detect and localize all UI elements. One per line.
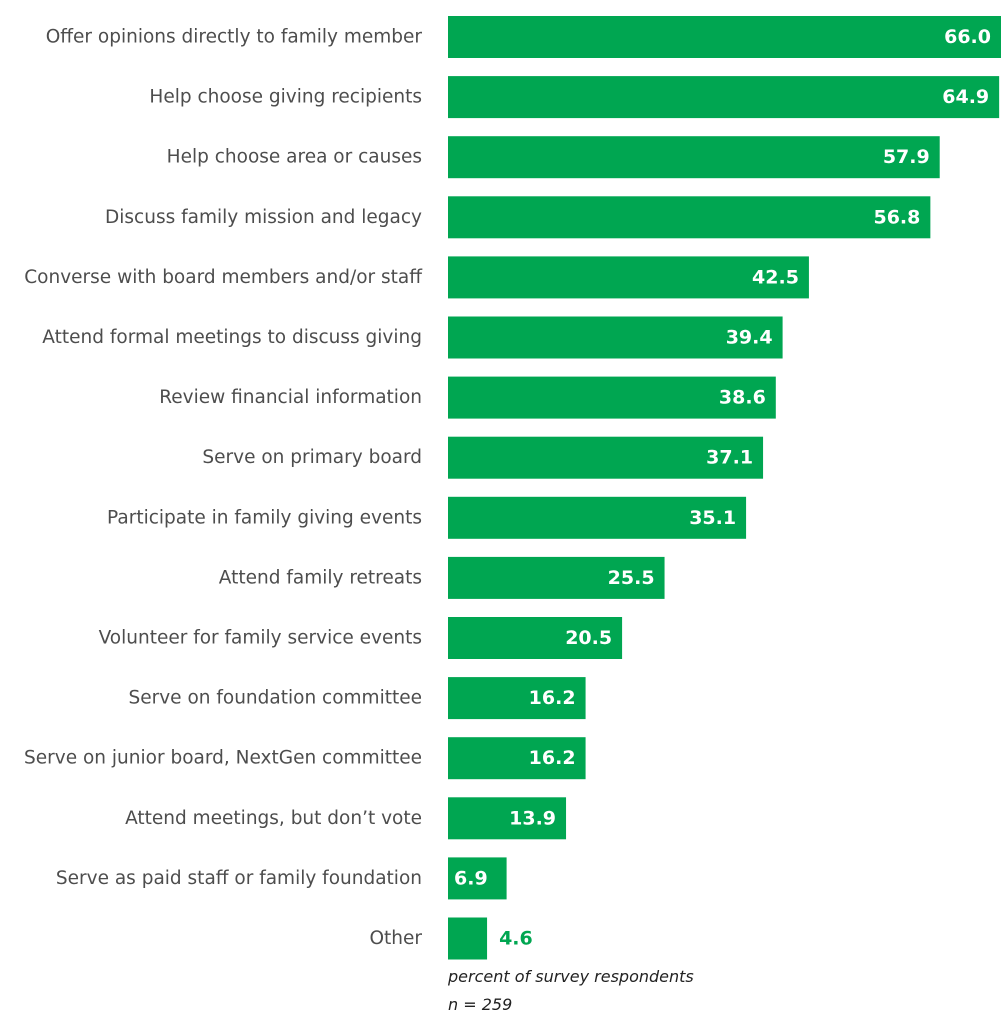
- value-label: 57.9: [883, 146, 930, 168]
- category-label: Other: [369, 928, 422, 949]
- value-label: 16.2: [529, 747, 576, 769]
- category-label: Serve on foundation committee: [129, 688, 423, 709]
- value-label: 42.5: [752, 266, 799, 288]
- bar: [448, 857, 507, 900]
- category-label: Serve as paid staff or family foundation: [56, 868, 422, 889]
- category-label: Discuss family mission and legacy: [105, 207, 422, 228]
- bar: [448, 436, 764, 479]
- bar: [448, 196, 931, 239]
- value-label: 66.0: [944, 26, 991, 48]
- value-label: 6.9: [454, 867, 488, 889]
- value-label: 56.8: [873, 206, 920, 228]
- category-label: Serve on junior board, NextGen committee: [24, 748, 422, 769]
- category-label: Help choose area or causes: [167, 147, 422, 168]
- category-label: Converse with board members and/or staff: [24, 267, 423, 288]
- value-label: 35.1: [689, 507, 736, 529]
- category-label: Serve on primary board: [202, 447, 422, 468]
- bar: [448, 496, 747, 539]
- value-label: 64.9: [942, 86, 989, 108]
- category-label: Volunteer for family service events: [99, 628, 422, 649]
- category-label: Attend family retreats: [219, 567, 422, 588]
- bar: [448, 256, 809, 299]
- bar: [448, 556, 665, 599]
- value-label: 37.1: [706, 447, 753, 469]
- category-label: Participate in family giving events: [107, 507, 422, 528]
- bar: [448, 617, 623, 659]
- category-label: Offer opinions directly to family member: [46, 27, 423, 48]
- bar: [448, 136, 940, 179]
- bar: [448, 376, 776, 419]
- category-label: Help choose giving recipients: [149, 87, 422, 108]
- value-label: 16.2: [529, 687, 576, 709]
- value-label: 38.6: [719, 387, 766, 409]
- bar: [448, 917, 488, 960]
- bar: [448, 16, 1001, 58]
- bar: [448, 797, 567, 840]
- category-label: Review financial information: [159, 387, 422, 408]
- value-label: 20.5: [565, 627, 612, 649]
- value-label: 39.4: [726, 327, 773, 349]
- category-label: Attend meetings, but don’t vote: [125, 808, 422, 829]
- category-label: Attend formal meetings to discuss giving: [42, 327, 422, 348]
- bar: [448, 76, 1000, 119]
- bar: [448, 316, 783, 359]
- footnote-sample-size: n = 259: [448, 995, 513, 1014]
- bar: [448, 737, 586, 780]
- value-label: 25.5: [608, 567, 655, 589]
- value-label: 4.6: [499, 928, 533, 950]
- value-label: 13.9: [509, 807, 556, 829]
- bar: [448, 677, 586, 720]
- footnote-description: percent of survey respondents: [448, 967, 694, 986]
